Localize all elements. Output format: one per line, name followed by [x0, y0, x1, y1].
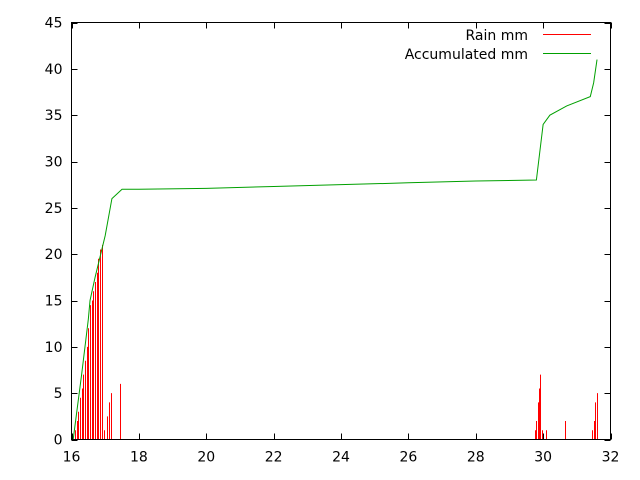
- y-tick-label: 25: [45, 201, 63, 217]
- x-tick-label: 22: [265, 450, 283, 466]
- y-tick-label: 10: [45, 340, 63, 356]
- legend-label: Rain mm: [466, 28, 529, 44]
- tick-marks: [71, 22, 612, 441]
- x-tick-label: 16: [63, 450, 81, 466]
- x-tick-label: 18: [130, 450, 148, 466]
- y-tick-label: 5: [54, 386, 63, 402]
- x-tick-label: 26: [399, 450, 417, 466]
- x-tick-label: 28: [467, 450, 485, 466]
- plot-frame: [71, 22, 611, 440]
- legend: Rain mm Accumulated mm: [405, 28, 591, 63]
- y-tick-label: 15: [45, 294, 63, 310]
- legend-label: Accumulated mm: [405, 47, 528, 63]
- x-tick-label: 20: [197, 450, 215, 466]
- rain-impulses: [75, 244, 598, 440]
- x-tick-label: 32: [602, 450, 620, 466]
- x-tick-label: 24: [332, 450, 350, 466]
- tick-labels: 16 18 20 22 24 26 28 30 32 0 5 10 15 20 25 30 35 40 45: [45, 16, 620, 466]
- accumulated-line: [72, 59, 598, 440]
- series-layer: [72, 59, 598, 440]
- y-tick-label: 40: [45, 62, 63, 78]
- y-tick-label: 30: [45, 155, 63, 171]
- x-tick-label: 30: [534, 450, 552, 466]
- y-tick-label: 35: [45, 108, 63, 124]
- y-tick-label: 45: [45, 16, 63, 32]
- y-tick-label: 20: [45, 247, 63, 263]
- y-tick-label: 0: [54, 433, 63, 449]
